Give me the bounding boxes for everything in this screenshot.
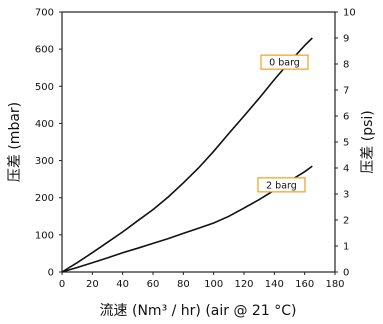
x-tick-label: 180 bbox=[325, 279, 344, 290]
left-tick-label: 400 bbox=[35, 119, 54, 130]
right-tick-label: 9 bbox=[343, 34, 349, 45]
x-tick-label: 100 bbox=[204, 279, 223, 290]
x-tick-label: 120 bbox=[234, 279, 253, 290]
x-axis-ticks: 0 20 40 60 80 100 120 140 160 180 bbox=[59, 272, 345, 290]
x-tick-label: 60 bbox=[147, 279, 160, 290]
right-axis-ticks: 0 1 2 3 4 5 6 7 8 9 10 bbox=[335, 8, 356, 279]
x-tick-label: 160 bbox=[295, 279, 314, 290]
right-tick-label: 2 bbox=[343, 216, 349, 227]
left-axis-ticks: 0 100 200 300 400 500 600 700 bbox=[35, 8, 62, 279]
right-tick-label: 0 bbox=[343, 268, 349, 279]
right-tick-label: 3 bbox=[343, 190, 349, 201]
right-tick-label: 4 bbox=[343, 164, 349, 175]
left-tick-label: 200 bbox=[35, 193, 54, 204]
series-callout-box bbox=[257, 177, 306, 193]
x-tick-label: 140 bbox=[265, 279, 284, 290]
right-tick-label: 1 bbox=[343, 242, 349, 253]
left-tick-label: 600 bbox=[35, 45, 54, 56]
series-layer bbox=[61, 37, 313, 273]
right-tick-label: 5 bbox=[343, 138, 349, 149]
series-callout-label: 0 barg bbox=[269, 58, 300, 69]
right-tick-label: 8 bbox=[343, 60, 349, 71]
x-tick-label: 0 bbox=[59, 279, 65, 290]
left-tick-label: 500 bbox=[35, 82, 54, 93]
left-axis-title: 压差 (mbar) bbox=[7, 102, 23, 182]
left-tick-label: 0 bbox=[48, 268, 54, 279]
series-line-1 bbox=[61, 37, 313, 273]
x-axis-title: 流速 (Nm³ / hr) (air @ 21 °C) bbox=[100, 303, 297, 319]
right-tick-label: 7 bbox=[343, 86, 349, 97]
series-callout-box bbox=[260, 54, 309, 70]
x-tick-label: 80 bbox=[177, 279, 190, 290]
right-tick-label: 10 bbox=[343, 8, 356, 19]
left-tick-label: 700 bbox=[35, 8, 54, 19]
left-tick-label: 100 bbox=[35, 230, 54, 241]
series-callouts: 0 barg 2 barg bbox=[257, 54, 309, 193]
right-axis-title: 压差 (psi) bbox=[360, 110, 376, 173]
x-tick-label: 40 bbox=[116, 279, 129, 290]
left-tick-label: 300 bbox=[35, 156, 54, 167]
plot-frame bbox=[61, 11, 336, 273]
right-tick-label: 6 bbox=[343, 112, 349, 123]
series-callout-label: 2 barg bbox=[266, 180, 297, 191]
x-tick-label: 20 bbox=[86, 279, 99, 290]
